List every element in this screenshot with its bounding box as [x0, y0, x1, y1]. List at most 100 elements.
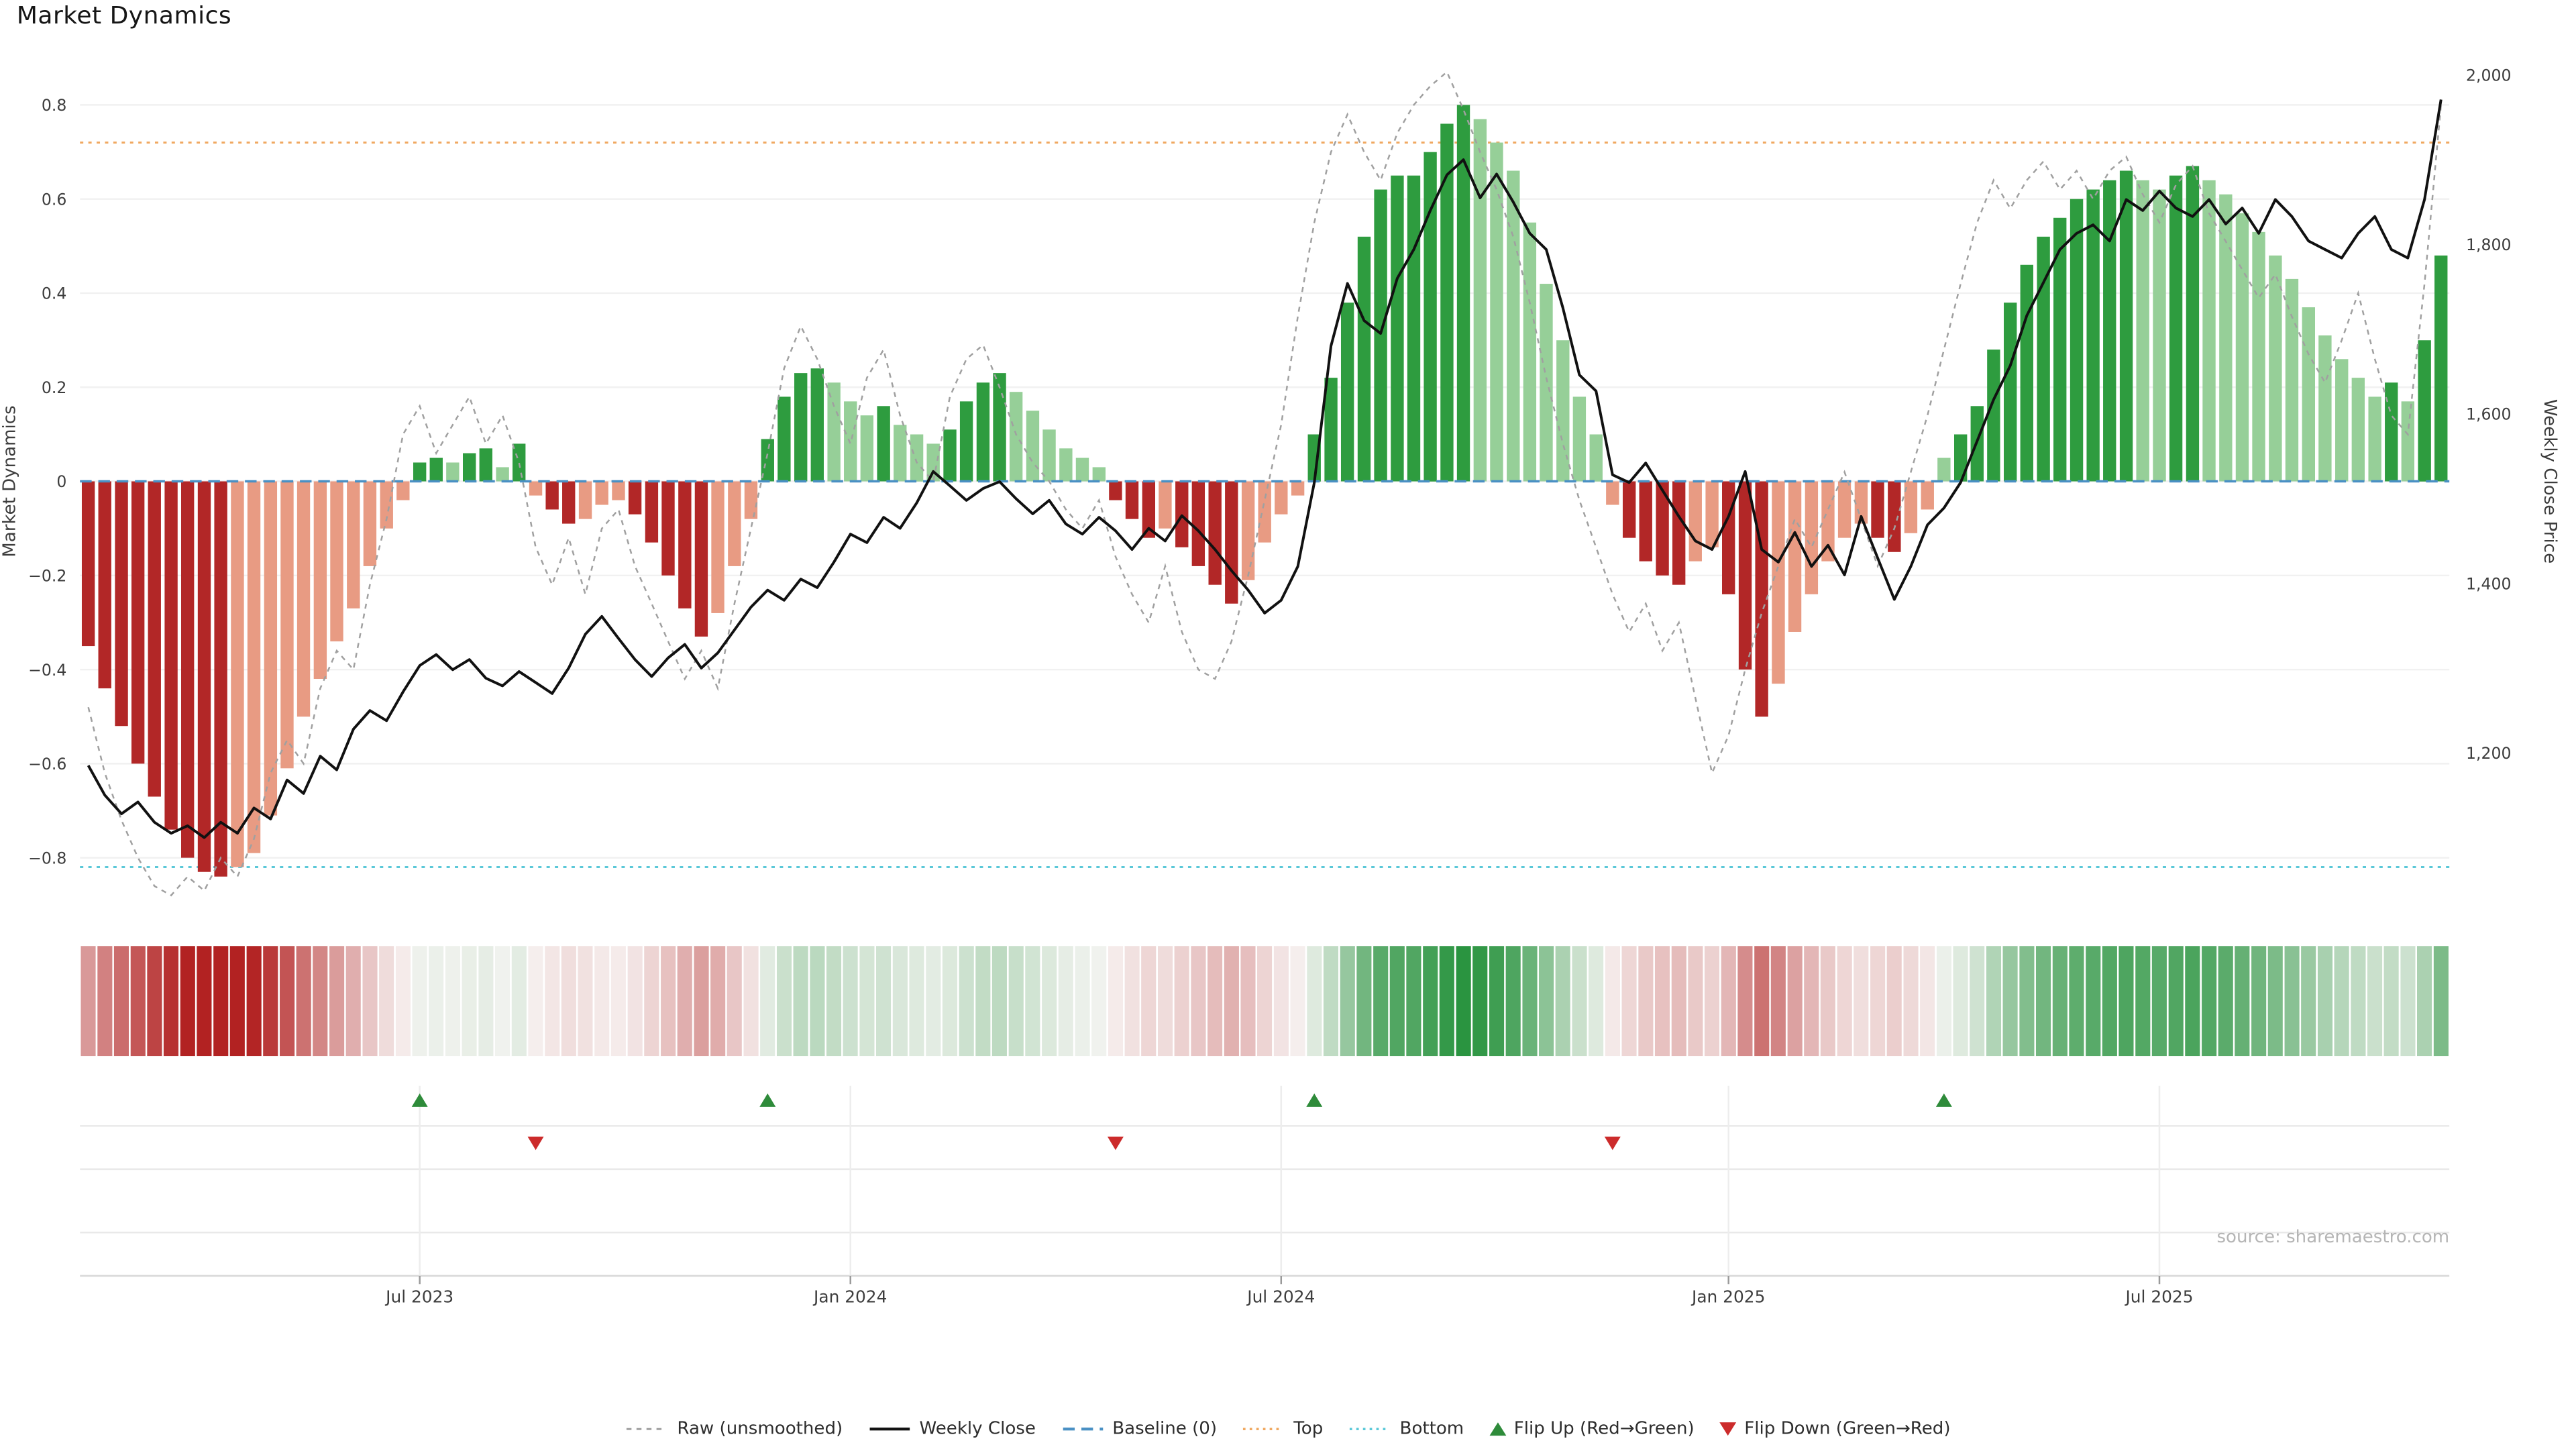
- heatmap-cell: [892, 946, 908, 1057]
- dynamics-bar: [1722, 481, 1735, 594]
- heatmap-cell: [1008, 946, 1024, 1057]
- dynamics-bar: [744, 481, 758, 519]
- right-tick-label: 2,000: [2466, 66, 2512, 85]
- dynamics-bar: [1589, 434, 1603, 482]
- heatmap-cell: [1075, 946, 1090, 1057]
- left-tick-label: 0.4: [42, 284, 67, 303]
- flip-up-marker: [1935, 1093, 1952, 1107]
- heatmap-cell: [760, 946, 775, 1057]
- dynamics-bar: [1258, 481, 1271, 543]
- heatmap-cell: [263, 946, 278, 1057]
- dynamics-bar: [1075, 458, 1089, 482]
- dynamics-bar: [545, 481, 559, 510]
- heatmap-cell: [1406, 946, 1421, 1057]
- left-tick-label: 0: [56, 472, 66, 491]
- dynamics-bar: [1424, 152, 1437, 482]
- heatmap-cell: [1903, 946, 1919, 1057]
- heatmap-cell: [661, 946, 676, 1057]
- heatmap-cell: [1787, 946, 1803, 1057]
- heatmap-cell: [2086, 946, 2101, 1057]
- dynamics-bar: [2318, 335, 2332, 482]
- heatmap-cell: [2002, 946, 2018, 1057]
- legend-label: Bottom: [1399, 1419, 1464, 1440]
- dynamics-bar: [1473, 119, 1487, 482]
- heatmap-cell: [97, 946, 113, 1057]
- dynamics-bar: [1672, 481, 1686, 585]
- dynamics-bar: [1490, 142, 1503, 482]
- heatmap-cell: [1108, 946, 1124, 1057]
- dynamics-bar: [728, 481, 741, 566]
- legend-item-raw: Raw (unsmoothed): [625, 1419, 843, 1439]
- heatmap-cell: [2267, 946, 2283, 1057]
- dynamics-bar: [1009, 392, 1023, 482]
- heatmap-cell: [1191, 946, 1206, 1057]
- left-tick-label: −0.2: [28, 567, 66, 586]
- x-tick-label: Jul 2025: [2124, 1287, 2193, 1307]
- heatmap-cell: [545, 946, 560, 1057]
- dynamics-bar: [1275, 481, 1288, 515]
- dynamics-bar: [297, 481, 311, 717]
- x-tick-label: Jan 2024: [812, 1287, 887, 1307]
- heatmap-cell: [1042, 946, 1057, 1057]
- dynamics-bar: [81, 481, 95, 647]
- heatmap-strip: [80, 946, 2449, 1057]
- dynamics-bar: [2269, 255, 2282, 482]
- heatmap-cell: [1589, 946, 1604, 1057]
- dynamics-bar: [1904, 481, 1918, 533]
- dynamics-bar: [860, 415, 874, 482]
- chart-legend: Raw (unsmoothed) Weekly Close Baseline (…: [0, 1419, 2576, 1439]
- dynamics-bar: [1159, 481, 1172, 529]
- dynamics-bar: [1523, 222, 1537, 482]
- heatmap-cell: [1522, 946, 1538, 1057]
- dynamics-bar: [1821, 481, 1835, 561]
- heatmap-cell: [710, 946, 726, 1057]
- solid-line-icon: [869, 1428, 910, 1431]
- dynamics-bar: [2252, 231, 2265, 482]
- heatmap-cell: [1389, 946, 1405, 1057]
- dynamics-bar: [1324, 378, 1338, 482]
- dynamics-bar: [180, 481, 195, 858]
- heatmap-cell: [594, 946, 610, 1057]
- heatmap-cell: [2102, 946, 2117, 1057]
- dynamics-bar: [2004, 303, 2017, 482]
- left-tick-label: 0.2: [42, 378, 67, 397]
- heatmap-cell: [1340, 946, 1355, 1057]
- dynamics-bar: [1656, 481, 1669, 576]
- dynamics-bar: [1572, 396, 1587, 482]
- dynamics-bar: [926, 443, 940, 482]
- heatmap-cell: [875, 946, 892, 1057]
- flip-up-marker: [411, 1093, 428, 1107]
- flip-up-triangle-icon: [1489, 1422, 1506, 1436]
- dynamics-bar: [131, 481, 145, 764]
- dynamics-bar: [2153, 189, 2166, 482]
- flip-down-triangle-icon: [1719, 1422, 1736, 1436]
- dynamics-bar: [462, 453, 476, 482]
- heatmap-cell: [213, 946, 229, 1057]
- right-tick-label: 1,800: [2466, 235, 2512, 254]
- legend-label: Raw (unsmoothed): [677, 1419, 843, 1440]
- dynamics-bar: [612, 481, 625, 500]
- heatmap-cell: [329, 946, 345, 1057]
- dynamics-bar: [2053, 217, 2067, 482]
- heatmap-cell: [229, 946, 245, 1057]
- dynamics-bar: [197, 481, 211, 872]
- right-axis-title: Weekly Close Price: [2540, 399, 2560, 564]
- heatmap-cell: [1754, 946, 1770, 1057]
- heatmap-cell: [793, 946, 808, 1057]
- dynamics-bar: [98, 481, 111, 689]
- dynamics-bar: [1837, 481, 1851, 538]
- heatmap-cell: [677, 946, 692, 1057]
- heatmap-cell: [2334, 946, 2349, 1057]
- dynamics-bar: [910, 434, 924, 482]
- dynamics-bar: [2119, 170, 2133, 482]
- heatmap-cell: [1505, 946, 1521, 1057]
- dynamics-bar: [446, 462, 460, 482]
- heatmap-cell: [2251, 946, 2267, 1057]
- dynamics-bar: [1987, 350, 2000, 482]
- heatmap-cell: [478, 946, 494, 1057]
- heatmap-cell: [2367, 946, 2383, 1057]
- heatmap-cell: [2052, 946, 2068, 1057]
- dynamics-bar: [777, 396, 791, 482]
